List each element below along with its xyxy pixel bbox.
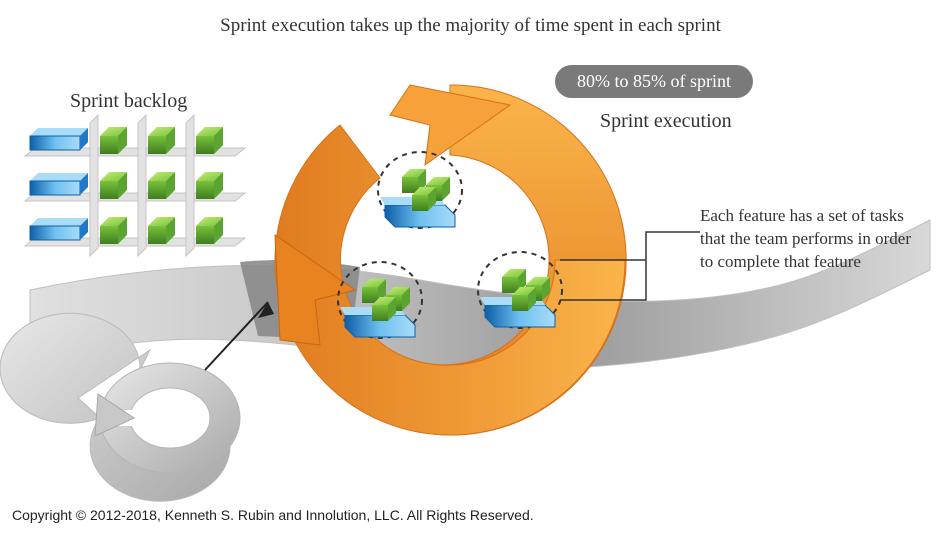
gray-cycle-ring [0,313,240,501]
backlog-grid [25,115,245,256]
copyright-text: Copyright © 2012-2018, Kenneth S. Rubin … [12,507,534,523]
backlog-label: Sprint backlog [70,90,187,113]
page-title: Sprint execution takes up the majority o… [0,15,941,37]
percent-badge: 80% to 85% of sprint [555,65,753,98]
execution-label: Sprint execution [600,110,732,133]
feature-description: Each feature has a set of tasks that the… [700,205,920,274]
